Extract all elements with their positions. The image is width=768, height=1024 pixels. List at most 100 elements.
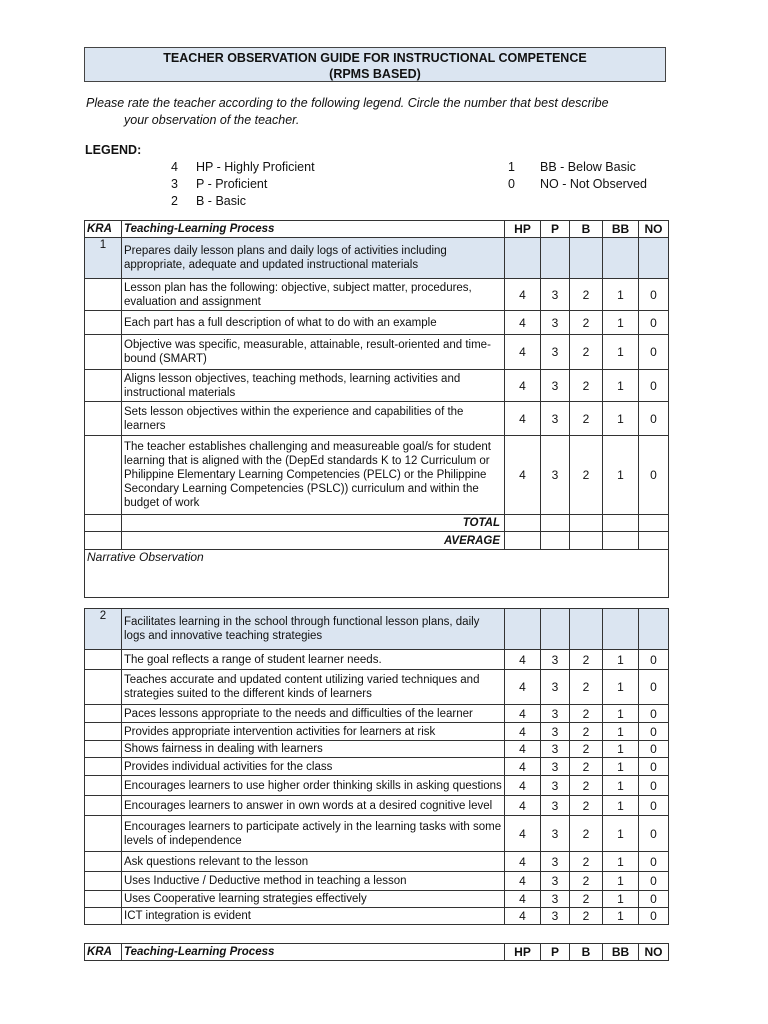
rating-option[interactable]: 1 xyxy=(602,795,639,816)
rating-option[interactable]: 4 xyxy=(504,907,541,925)
rating-option[interactable]: 0 xyxy=(638,740,669,758)
rating-option[interactable]: 1 xyxy=(602,278,639,311)
rating-option[interactable]: 2 xyxy=(569,310,603,335)
rating-option[interactable]: 3 xyxy=(540,278,570,311)
rating-option[interactable]: 2 xyxy=(569,334,603,370)
rating-option[interactable]: 3 xyxy=(540,722,570,741)
rating-option[interactable]: 2 xyxy=(569,851,603,872)
rating-option[interactable]: 1 xyxy=(602,334,639,370)
rating-option[interactable]: 0 xyxy=(638,851,669,872)
rating-option[interactable]: 3 xyxy=(540,815,570,852)
rating-option[interactable]: 1 xyxy=(602,669,639,705)
rating-option[interactable]: 0 xyxy=(638,278,669,311)
rating-option[interactable]: 1 xyxy=(602,815,639,852)
rating-option[interactable]: 0 xyxy=(638,310,669,335)
rating-option[interactable]: 3 xyxy=(540,401,570,436)
rating-option[interactable]: 2 xyxy=(569,278,603,311)
rating-option[interactable]: 1 xyxy=(602,871,639,891)
rating-option[interactable]: 0 xyxy=(638,704,669,723)
total-cell[interactable] xyxy=(602,514,639,532)
rating-option[interactable]: 4 xyxy=(504,704,541,723)
rating-option[interactable]: 0 xyxy=(638,649,669,670)
rating-option[interactable]: 3 xyxy=(540,775,570,796)
rating-option[interactable]: 1 xyxy=(602,310,639,335)
rating-option[interactable]: 4 xyxy=(504,649,541,670)
rating-option[interactable]: 0 xyxy=(638,795,669,816)
rating-option[interactable]: 3 xyxy=(540,704,570,723)
rating-option[interactable]: 2 xyxy=(569,401,603,436)
rating-option[interactable]: 4 xyxy=(504,795,541,816)
rating-option[interactable]: 0 xyxy=(638,669,669,705)
average-cell[interactable] xyxy=(602,531,639,550)
rating-option[interactable]: 1 xyxy=(602,435,639,515)
average-cell[interactable] xyxy=(569,531,603,550)
rating-option[interactable]: 2 xyxy=(569,815,603,852)
rating-option[interactable]: 2 xyxy=(569,757,603,776)
rating-option[interactable]: 0 xyxy=(638,907,669,925)
rating-option[interactable]: 0 xyxy=(638,757,669,776)
rating-option[interactable]: 4 xyxy=(504,740,541,758)
total-cell[interactable] xyxy=(638,514,669,532)
rating-option[interactable]: 2 xyxy=(569,890,603,908)
rating-option[interactable]: 2 xyxy=(569,649,603,670)
average-cell[interactable] xyxy=(504,531,541,550)
rating-option[interactable]: 4 xyxy=(504,401,541,436)
rating-option[interactable]: 0 xyxy=(638,435,669,515)
rating-option[interactable]: 3 xyxy=(540,740,570,758)
rating-option[interactable]: 4 xyxy=(504,890,541,908)
rating-option[interactable]: 2 xyxy=(569,907,603,925)
average-cell[interactable] xyxy=(540,531,570,550)
rating-option[interactable]: 2 xyxy=(569,871,603,891)
rating-option[interactable]: 0 xyxy=(638,369,669,402)
rating-option[interactable]: 3 xyxy=(540,907,570,925)
rating-option[interactable]: 1 xyxy=(602,890,639,908)
rating-option[interactable]: 1 xyxy=(602,401,639,436)
rating-option[interactable]: 4 xyxy=(504,669,541,705)
rating-option[interactable]: 1 xyxy=(602,722,639,741)
rating-option[interactable]: 3 xyxy=(540,795,570,816)
rating-option[interactable]: 1 xyxy=(602,907,639,925)
narrative-observation[interactable]: Narrative Observation xyxy=(84,549,669,598)
rating-option[interactable]: 0 xyxy=(638,334,669,370)
rating-option[interactable]: 4 xyxy=(504,722,541,741)
rating-option[interactable]: 4 xyxy=(504,310,541,335)
rating-option[interactable]: 0 xyxy=(638,871,669,891)
rating-option[interactable]: 0 xyxy=(638,815,669,852)
rating-option[interactable]: 2 xyxy=(569,435,603,515)
rating-option[interactable]: 3 xyxy=(540,435,570,515)
rating-option[interactable]: 2 xyxy=(569,669,603,705)
rating-option[interactable]: 3 xyxy=(540,334,570,370)
rating-option[interactable]: 4 xyxy=(504,815,541,852)
rating-option[interactable]: 4 xyxy=(504,278,541,311)
rating-option[interactable]: 1 xyxy=(602,704,639,723)
rating-option[interactable]: 3 xyxy=(540,890,570,908)
rating-option[interactable]: 2 xyxy=(569,740,603,758)
rating-option[interactable]: 3 xyxy=(540,649,570,670)
rating-option[interactable]: 2 xyxy=(569,704,603,723)
rating-option[interactable]: 0 xyxy=(638,775,669,796)
rating-option[interactable]: 4 xyxy=(504,851,541,872)
rating-option[interactable]: 1 xyxy=(602,649,639,670)
rating-option[interactable]: 1 xyxy=(602,757,639,776)
rating-option[interactable]: 2 xyxy=(569,775,603,796)
total-cell[interactable] xyxy=(540,514,570,532)
rating-option[interactable]: 1 xyxy=(602,740,639,758)
rating-option[interactable]: 1 xyxy=(602,775,639,796)
rating-option[interactable]: 0 xyxy=(638,401,669,436)
rating-option[interactable]: 1 xyxy=(602,369,639,402)
rating-option[interactable]: 4 xyxy=(504,369,541,402)
rating-option[interactable]: 3 xyxy=(540,369,570,402)
rating-option[interactable]: 4 xyxy=(504,775,541,796)
rating-option[interactable]: 2 xyxy=(569,369,603,402)
rating-option[interactable]: 0 xyxy=(638,890,669,908)
rating-option[interactable]: 4 xyxy=(504,871,541,891)
average-cell[interactable] xyxy=(638,531,669,550)
rating-option[interactable]: 4 xyxy=(504,435,541,515)
rating-option[interactable]: 4 xyxy=(504,334,541,370)
total-cell[interactable] xyxy=(504,514,541,532)
rating-option[interactable]: 4 xyxy=(504,757,541,776)
rating-option[interactable]: 2 xyxy=(569,722,603,741)
rating-option[interactable]: 3 xyxy=(540,871,570,891)
rating-option[interactable]: 3 xyxy=(540,851,570,872)
total-cell[interactable] xyxy=(569,514,603,532)
